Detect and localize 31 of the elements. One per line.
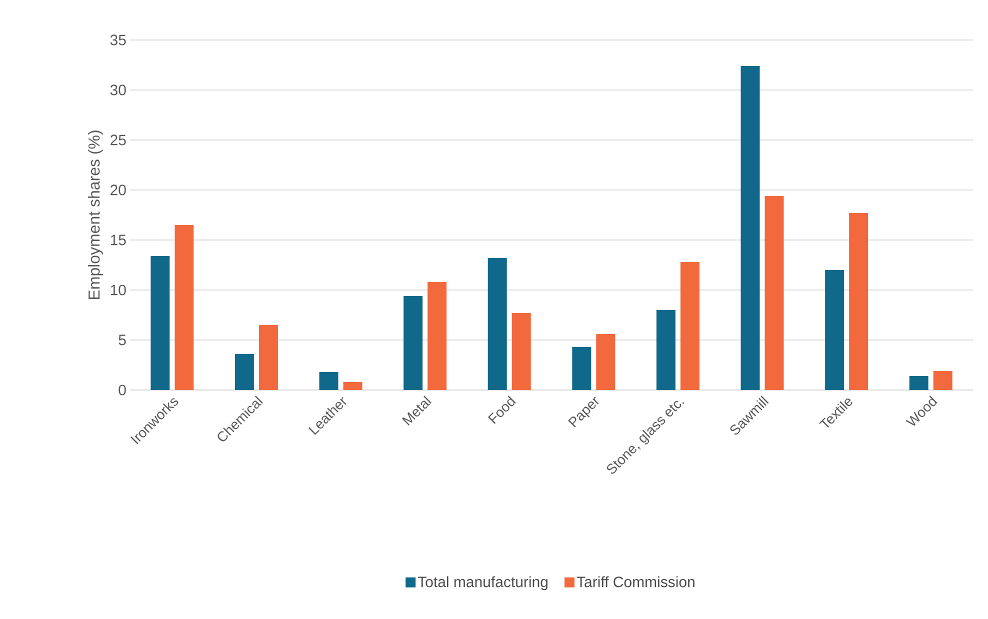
bar <box>825 270 844 390</box>
bar <box>656 310 676 390</box>
bar <box>764 196 784 390</box>
bar <box>428 282 447 390</box>
bar <box>909 376 928 390</box>
y-tick-label: 15 <box>110 234 126 246</box>
y-tick-label: 10 <box>110 284 126 296</box>
bar <box>740 66 760 390</box>
bar <box>319 372 338 390</box>
bar <box>572 347 592 390</box>
y-tick-label: 5 <box>118 334 126 346</box>
legend-label: Tariff Commission <box>576 576 694 588</box>
y-tick-label: 35 <box>110 34 126 46</box>
bar <box>680 262 700 390</box>
y-tick-label: 25 <box>110 134 126 146</box>
bar <box>234 354 254 390</box>
y-tick-label: 30 <box>110 84 126 96</box>
y-tick-label: 20 <box>110 184 126 196</box>
bar <box>343 382 362 390</box>
y-tick-label: 0 <box>118 384 126 396</box>
bar <box>512 313 531 390</box>
bar <box>849 213 868 390</box>
bar <box>404 296 423 390</box>
legend-label: Total manufacturing <box>418 576 548 590</box>
bar <box>150 256 170 390</box>
bar <box>258 325 278 390</box>
bar <box>596 334 616 390</box>
bar <box>174 225 194 390</box>
y-axis-title: Employment shares (%) <box>88 130 103 300</box>
bar <box>488 258 507 390</box>
bar <box>933 371 952 390</box>
